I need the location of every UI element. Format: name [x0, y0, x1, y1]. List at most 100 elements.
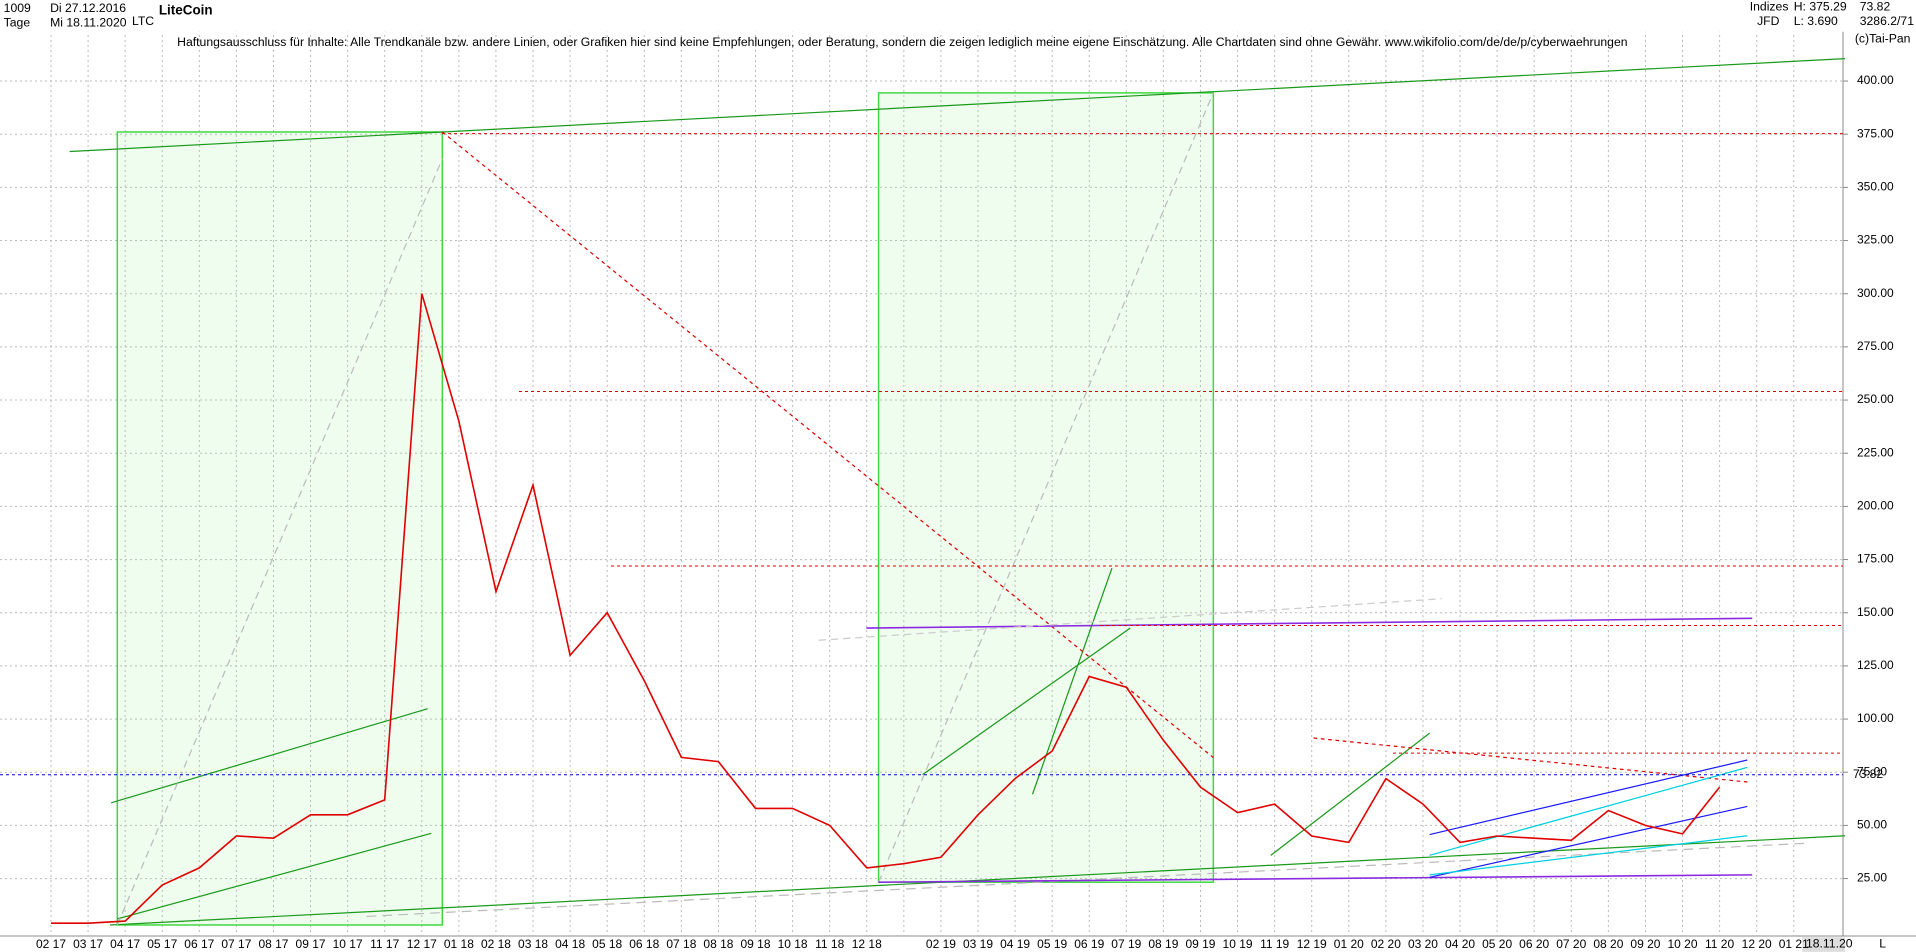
copyright: (c)Tai-Pan — [1855, 31, 1911, 45]
x-tick-label: 02 18 — [481, 937, 511, 951]
y-tick-label: 50.00 — [1857, 818, 1887, 832]
x-tick-label: 09 18 — [741, 937, 771, 951]
x-tick-label: 09 17 — [296, 937, 326, 951]
x-tick-label: 09 19 — [1185, 937, 1215, 951]
y-tick-label: 275.00 — [1857, 339, 1894, 353]
annotation: Haftungsausschluss für Inhalte: Alle Tre… — [177, 35, 1627, 49]
x-tick-label: 04 17 — [110, 937, 140, 951]
x-tick-label: 12 17 — [407, 937, 437, 951]
diagonal — [116, 158, 443, 926]
x-tick-label: 03 18 — [518, 937, 548, 951]
x-tick-label: 09 20 — [1630, 937, 1660, 951]
low: L: 3.690 — [1794, 14, 1838, 28]
x-tick-label: 11 18 — [815, 937, 844, 951]
info: 3286.2/71 — [1860, 14, 1915, 28]
x-tick-label: 08 17 — [258, 937, 288, 951]
start-date: Di 27.12.2016 — [50, 1, 126, 15]
x-tick-label: 08 18 — [703, 937, 733, 951]
x-tick-label: 03 19 — [963, 937, 993, 951]
x-tick-label: 11 19 — [1260, 937, 1289, 951]
x-tick-label: 07 20 — [1556, 937, 1586, 951]
y-tick-label: 25.00 — [1857, 871, 1887, 885]
x-tick-label: 08 19 — [1148, 937, 1178, 951]
y-tick-label: 200.00 — [1857, 499, 1894, 513]
trend-line — [109, 835, 1846, 926]
bottom-date: 18.11.20 — [1806, 937, 1853, 951]
trend-line — [69, 58, 1846, 153]
x-tick-label: 11 20 — [1705, 937, 1734, 951]
x-tick-label: 08 20 — [1593, 937, 1623, 951]
x-tick-label: 04 19 — [1000, 937, 1030, 951]
trend-line — [1429, 835, 1748, 876]
header-bg — [0, 0, 1916, 32]
x-tick-label: 06 20 — [1519, 937, 1549, 951]
x-tick-label: 10 19 — [1223, 937, 1253, 951]
x-tick-label: 07 17 — [221, 937, 251, 951]
x-tick-label: 10 17 — [333, 937, 363, 951]
exchange: Indizes — [1750, 0, 1789, 14]
x-tick-label: 01 18 — [444, 937, 474, 951]
x-tick-label: 06 18 — [629, 937, 659, 951]
trend-line — [111, 708, 428, 804]
y-tick-label: 350.00 — [1857, 180, 1894, 194]
y-tick-label: 100.00 — [1857, 711, 1894, 725]
trend-line — [1429, 766, 1748, 856]
y-tick-label: 250.00 — [1857, 392, 1894, 406]
x-tick-label: 02 20 — [1371, 937, 1401, 951]
x-tick-label: 11 17 — [370, 937, 399, 951]
x-tick-label: 01 21 — [1779, 937, 1809, 951]
scale-mode: L — [1879, 937, 1886, 951]
trend-line — [866, 617, 1753, 629]
y-tick-label: 300.00 — [1857, 286, 1894, 300]
range-box — [116, 131, 444, 926]
x-tick-label: 03 20 — [1408, 937, 1438, 951]
last: 73.82 — [1860, 0, 1891, 14]
x-tick-label: 05 17 — [147, 937, 177, 951]
count: 1009 — [4, 1, 31, 15]
x-tick-label: 12 20 — [1742, 937, 1772, 951]
symbol: LTC — [132, 14, 154, 28]
broker: JFD — [1757, 14, 1780, 28]
interval: Tage — [4, 15, 31, 29]
chart-title: LiteCoin — [159, 3, 213, 18]
x-tick-label: 07 18 — [666, 937, 696, 951]
diagonal — [877, 92, 1214, 883]
x-tick-label: 02 19 — [926, 937, 956, 951]
x-tick-label: 10 20 — [1668, 937, 1698, 951]
price-line — [51, 293, 1721, 924]
x-tick-label: 06 19 — [1074, 937, 1104, 951]
last-price-label: 73.82 — [1853, 767, 1883, 781]
date-box — [1802, 937, 1846, 952]
x-tick-label: 07 19 — [1111, 937, 1141, 951]
x-tick-label: 10 18 — [778, 937, 808, 951]
x-tick-label: 03 17 — [73, 937, 103, 951]
high: H: 375.29 — [1794, 0, 1847, 14]
y-tick-label: 225.00 — [1857, 445, 1894, 459]
x-tick-label: 02 17 — [36, 937, 66, 951]
x-tick-label: 04 18 — [555, 937, 585, 951]
x-tick-label: 06 17 — [184, 937, 214, 951]
trend-line — [922, 627, 1131, 776]
x-tick-label: 12 18 — [852, 937, 882, 951]
end-date: Mi 18.11.2020 — [50, 15, 127, 29]
x-tick-label: 05 20 — [1482, 937, 1512, 951]
y-tick-label: 150.00 — [1857, 605, 1894, 619]
x-tick-label: 05 19 — [1037, 937, 1067, 951]
trend-line — [117, 832, 432, 920]
diagonal — [818, 598, 1442, 641]
x-tick-label: 05 18 — [592, 937, 622, 951]
y-tick-label: 375.00 — [1857, 126, 1894, 140]
x-tick-label: 04 20 — [1445, 937, 1475, 951]
y-tick-label: 75.00 — [1857, 764, 1887, 778]
y-tick-label: 325.00 — [1857, 233, 1894, 247]
trend-line — [878, 874, 1753, 884]
y-tick-label: 175.00 — [1857, 552, 1894, 566]
trend-line — [1429, 759, 1748, 836]
y-tick-label: 400.00 — [1857, 73, 1894, 87]
trend-line — [1270, 732, 1430, 856]
x-tick-label: 12 19 — [1297, 937, 1327, 951]
